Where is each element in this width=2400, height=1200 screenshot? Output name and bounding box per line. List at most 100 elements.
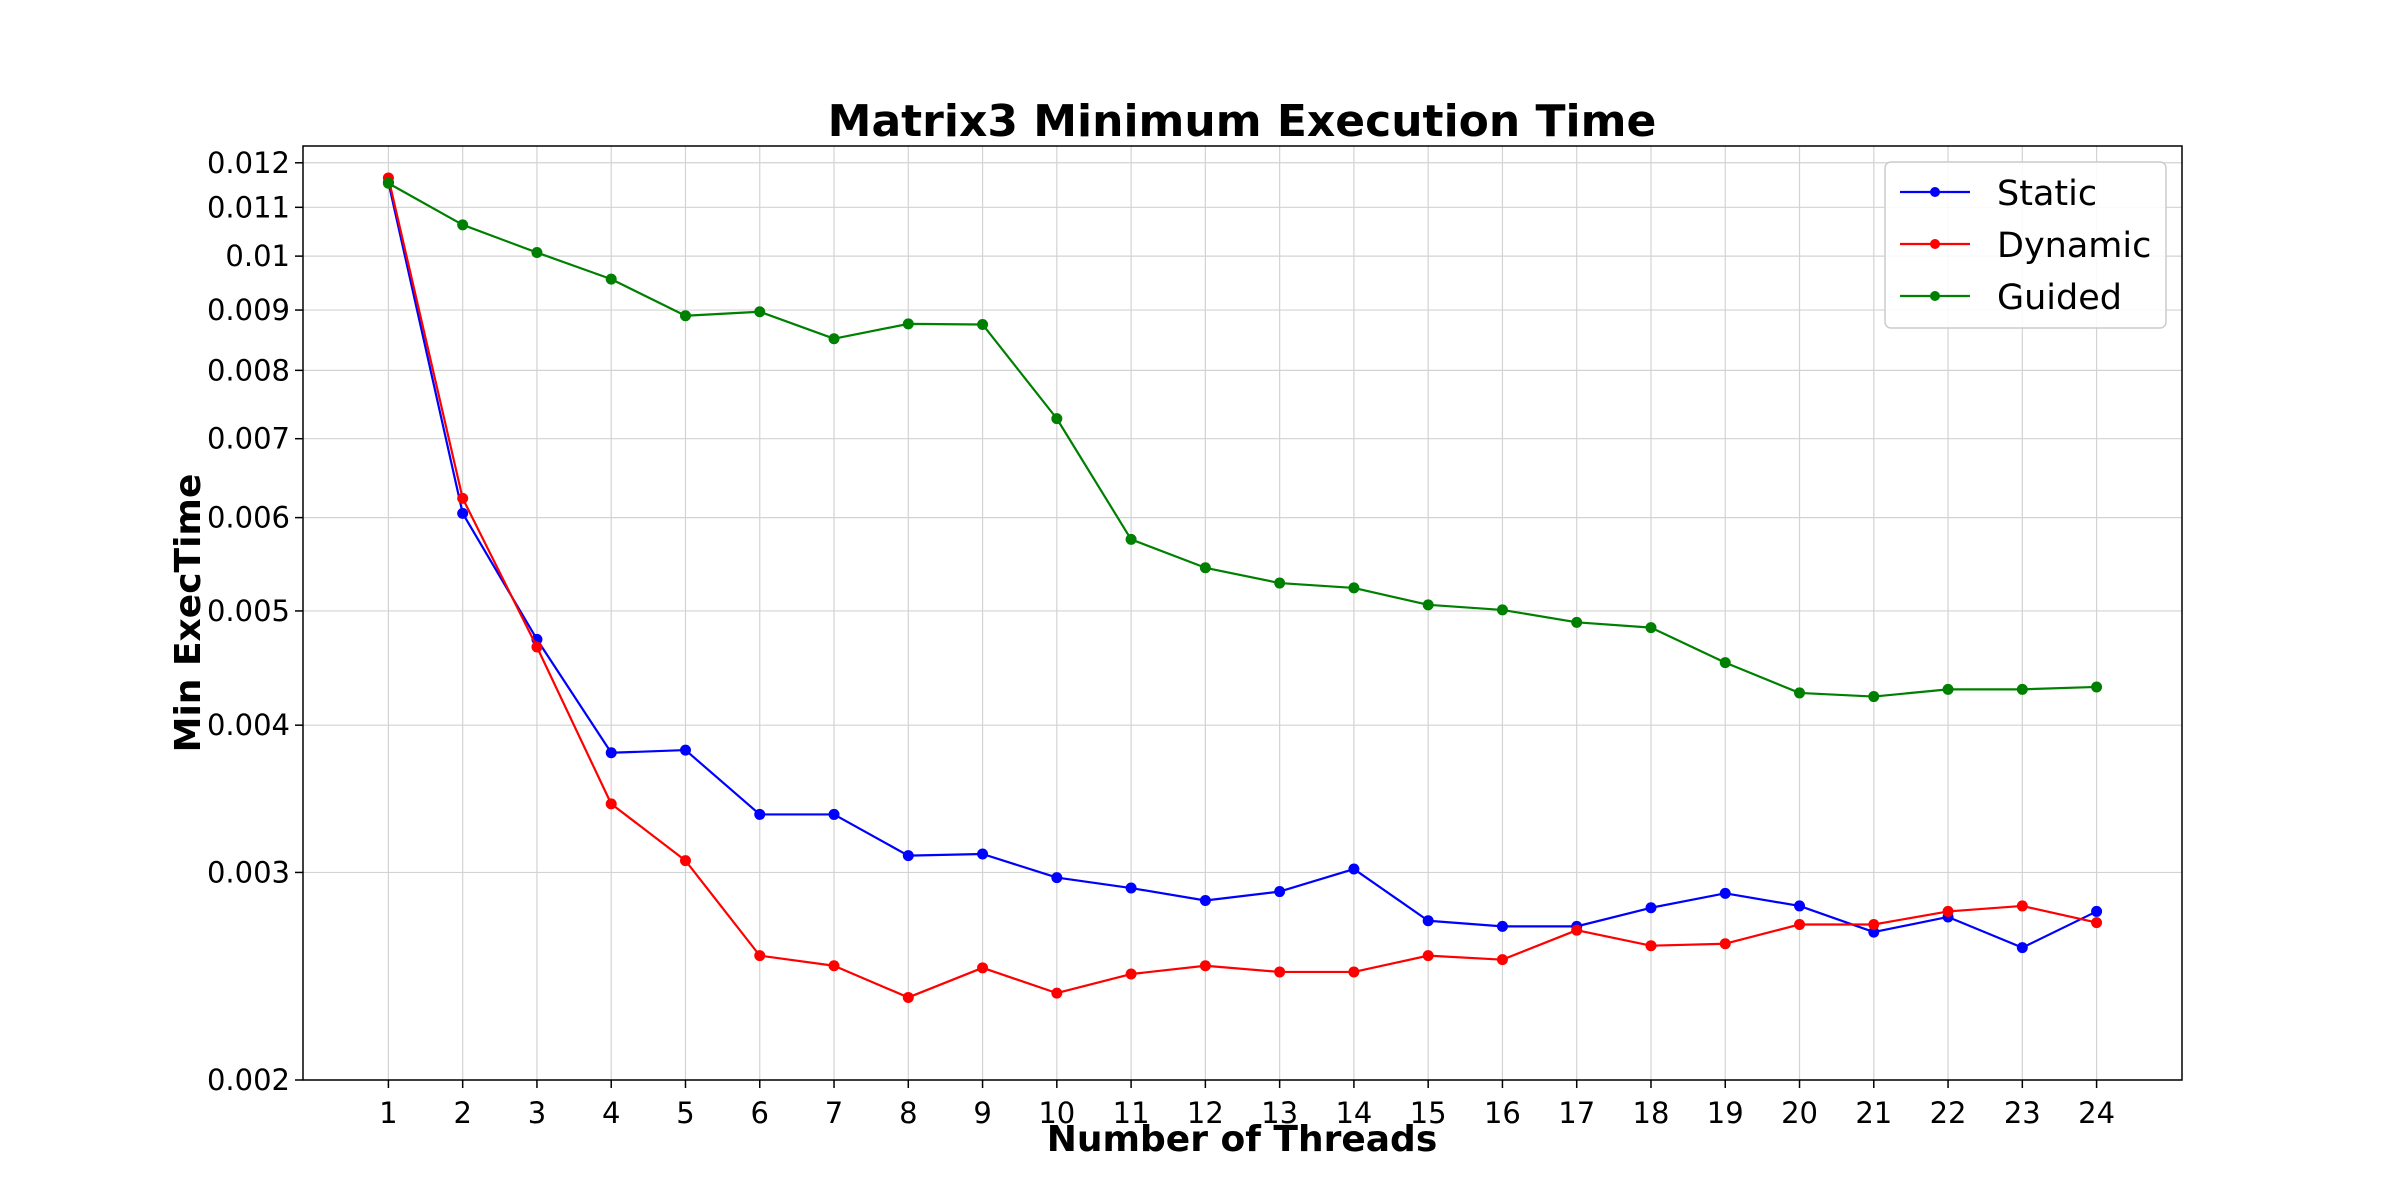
y-tick-label: 0.002 [207,1063,290,1097]
x-tick-label: 13 [1261,1096,1298,1130]
data-point-dynamic [1868,918,1880,930]
data-point-guided [1719,657,1731,669]
plot-area-frame [302,145,2183,1081]
data-point-dynamic [1274,966,1286,978]
data-point-dynamic [1199,960,1211,972]
legend: Static Dynamic Guided [1884,161,2167,329]
data-point-guided [1274,577,1286,589]
data-point-static [679,744,691,756]
y-axis-ticks: 0.002 0.003 0.004 0.005 0.006 0.007 0.008 0.009… [207,146,303,1097]
data-point-guided [1942,683,1954,695]
series-line-static [387,182,2098,949]
x-tick-label: 5 [676,1096,694,1130]
series-line-dynamic [387,177,2097,999]
x-tick-label: 10 [1038,1096,1075,1130]
data-point-static [1794,900,1806,912]
x-tick-label: 14 [1335,1096,1372,1130]
data-point-guided [531,247,543,259]
data-point-guided [1571,616,1583,628]
data-point-static [2016,942,2028,954]
data-point-dynamic [1719,938,1731,950]
data-point-guided [2091,681,2103,693]
data-point-static [2091,905,2103,917]
data-point-guided [382,177,394,189]
data-point-guided [1645,622,1657,634]
data-point-dynamic [1348,966,1360,978]
x-tick-label: 21 [1855,1096,1892,1130]
y-tick-label: 0.004 [207,708,290,742]
data-point-guided [828,333,840,345]
data-point-guided [1199,562,1211,574]
x-tick-label: 3 [528,1096,546,1130]
x-tick-label: 18 [1633,1096,1670,1130]
data-point-dynamic [902,991,914,1003]
data-point-guided [977,318,989,330]
data-point-guided [1868,691,1880,703]
data-point-guided [457,219,469,231]
series-static [382,176,2103,954]
data-point-dynamic [754,950,766,962]
legend-frame [1884,161,2167,329]
legend-entry-static: Static [1900,174,2097,214]
data-point-dynamic [457,492,469,504]
legend-entry-guided: Guided [1900,278,2122,318]
data-point-static [457,507,469,519]
data-point-guided [1051,413,1063,425]
legend-marker-dynamic [1930,239,1940,249]
data-point-static [1719,887,1731,899]
data-point-guided [2016,683,2028,695]
data-point-dynamic [977,962,989,974]
legend-marker-guided [1930,291,1940,301]
legend-label-static: Static [1997,174,2097,214]
data-point-dynamic [1942,905,1954,917]
x-tick-label: 1 [379,1096,397,1130]
data-point-guided [902,318,914,330]
x-tick-label: 16 [1484,1096,1521,1130]
y-tick-label: 0.008 [207,353,290,387]
data-point-dynamic [1051,987,1063,999]
x-tick-label: 17 [1558,1096,1595,1130]
x-tick-label: 2 [453,1096,471,1130]
series-lines [382,172,2103,1003]
y-tick-label: 0.007 [207,422,290,456]
data-point-guided [754,306,766,318]
data-point-guided [1348,582,1360,594]
x-axis-label: Number of Threads [1047,1119,1438,1160]
series-line-guided [387,182,2097,698]
data-point-guided [1794,687,1806,699]
data-point-guided [1422,599,1434,611]
y-tick-label: 0.01 [225,239,290,273]
data-point-guided [605,273,617,285]
data-point-dynamic [1571,924,1583,936]
x-tick-label: 22 [1930,1096,1967,1130]
data-point-dynamic [2091,917,2103,929]
data-point-guided [1496,604,1508,616]
x-tick-label: 15 [1410,1096,1447,1130]
x-tick-label: 19 [1707,1096,1744,1130]
legend-label-guided: Guided [1997,278,2122,318]
data-point-dynamic [1645,940,1657,952]
data-point-dynamic [1794,918,1806,930]
data-point-static [605,747,617,759]
chart-title: Matrix3 Minimum Execution Time [828,96,1657,147]
x-tick-label: 24 [2078,1096,2115,1130]
data-point-static [1422,915,1434,927]
legend-label-dynamic: Dynamic [1997,226,2151,266]
x-tick-label: 20 [1781,1096,1818,1130]
data-point-static [977,848,989,860]
data-point-static [902,850,914,862]
x-tick-label: 6 [751,1096,769,1130]
data-point-static [1496,920,1508,932]
data-point-static [1348,863,1360,875]
x-axis-ticks: 1 2 3 4 5 6 7 8 9 10 11 12 13 14 15 16 17 18 19 20 21 22 23 24 [379,1080,2115,1130]
x-tick-label: 23 [2004,1096,2041,1130]
x-tick-label: 11 [1113,1096,1150,1130]
data-point-static [1051,872,1063,884]
y-tick-label: 0.003 [207,855,290,889]
x-tick-label: 4 [602,1096,620,1130]
data-point-dynamic [1496,954,1508,966]
data-point-static [1199,894,1211,906]
data-point-dynamic [2016,900,2028,912]
legend-marker-static [1930,187,1940,197]
